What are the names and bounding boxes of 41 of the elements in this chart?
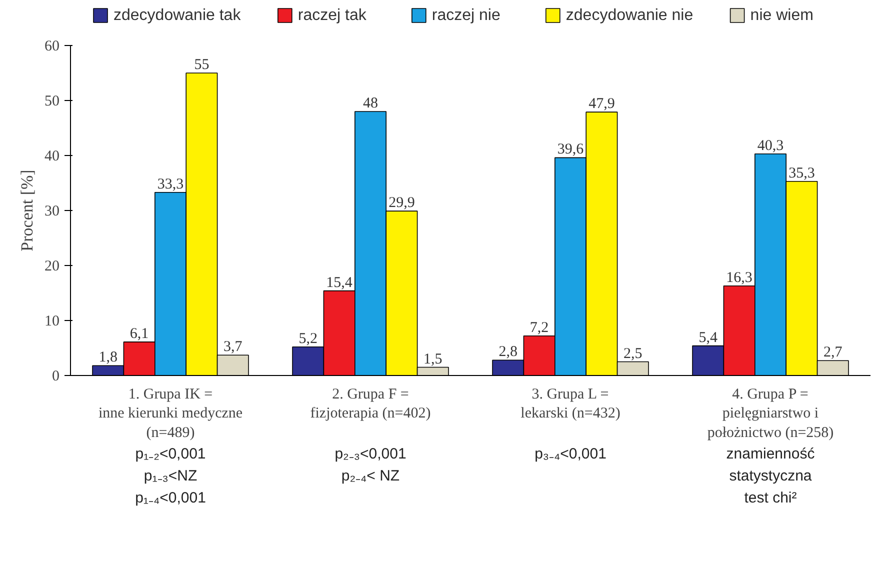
y-tick-label: 40: [44, 148, 60, 164]
legend-label: zdecydowanie nie: [566, 7, 694, 24]
y-tick-label: 30: [44, 204, 60, 220]
x-tick-label: 4. Grupa P = pielęgniarstwo i położnictwo (n=258): [707, 386, 834, 441]
data-label: 5,2: [298, 330, 318, 347]
x-tick-label: 3. Grupa L = lekarski (n=432): [520, 386, 620, 422]
data-label: 48: [363, 96, 378, 112]
data-label: 2,7: [824, 344, 843, 361]
y-tick-label: 60: [44, 38, 60, 54]
data-label: 2,5: [624, 346, 642, 362]
y-tick-label: 20: [44, 258, 60, 274]
text: p₃₋₄<0,001: [534, 446, 606, 462]
y-tick-label: 0: [52, 368, 60, 384]
data-label: 15,4: [326, 274, 353, 291]
y-tick-label: 50: [44, 94, 60, 110]
x-tick-label: 2. Grupa F = fizjoterapia (n=402): [310, 386, 431, 422]
data-label: 2,8: [498, 344, 518, 360]
data-label: 16,3: [726, 270, 752, 286]
data-label: 5,4: [698, 330, 718, 346]
data-label: 3,7: [224, 339, 243, 356]
data-label: 33,3: [157, 176, 184, 192]
data-label: 29,9: [388, 195, 415, 212]
data-label: 40,3: [757, 138, 784, 154]
data-label: 6,1: [130, 326, 149, 342]
data-label: 35,3: [788, 165, 815, 182]
legend-label: raczej tak: [298, 7, 368, 24]
legend-label: nie wiem: [750, 7, 814, 24]
data-label: 47,9: [588, 96, 615, 112]
text: p₁₋₂<0,001 p₁₋₃<NZ p₁₋₄<0,001: [135, 446, 206, 507]
data-label: 1,5: [424, 351, 442, 368]
legend-label: raczej nie: [432, 7, 500, 24]
x-tick-label: 1. Grupa IK = inne kierunki medyczne (n=489): [98, 386, 243, 441]
data-label: 55: [194, 57, 210, 73]
text: znamienność statystyczna test chi²: [726, 446, 816, 507]
y-axis-title: Procent [%]: [18, 170, 36, 252]
y-tick-label: 10: [44, 314, 60, 330]
legend-label: zdecydowanie tak: [114, 7, 242, 24]
data-label: 39,6: [557, 142, 584, 158]
text: p₂₋₃<0,001 p₂₋₄< NZ: [334, 446, 406, 485]
data-label: 1,8: [98, 350, 118, 366]
data-label: 7,2: [530, 320, 549, 336]
